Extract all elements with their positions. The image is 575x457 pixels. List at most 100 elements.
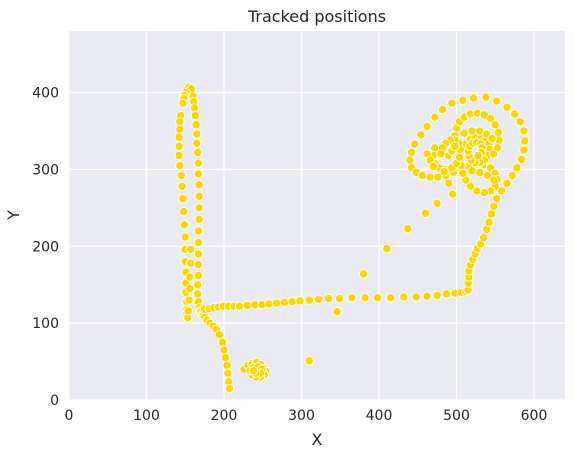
data-point xyxy=(193,270,204,281)
data-point xyxy=(509,109,520,119)
data-point xyxy=(489,201,499,211)
data-point xyxy=(174,132,184,142)
data-point xyxy=(358,269,369,279)
data-point xyxy=(185,272,195,282)
data-point xyxy=(175,117,185,127)
data-point xyxy=(490,120,500,130)
data-point xyxy=(175,160,185,171)
data-point xyxy=(487,133,497,144)
data-point xyxy=(454,152,465,162)
data-point xyxy=(492,193,502,204)
y-tick-label: 200 xyxy=(32,239,59,255)
data-point xyxy=(496,186,507,196)
data-point xyxy=(332,306,342,317)
data-point xyxy=(214,330,225,340)
x-tick-label: 100 xyxy=(133,408,160,424)
data-point xyxy=(192,138,202,148)
data-point xyxy=(220,353,231,363)
data-point xyxy=(192,289,203,299)
x-tick-label: 300 xyxy=(288,408,315,424)
data-point xyxy=(450,141,460,151)
data-point xyxy=(304,356,314,366)
data-point xyxy=(287,296,297,307)
data-point xyxy=(411,292,421,302)
data-point xyxy=(441,289,452,299)
data-point xyxy=(217,337,228,347)
x-tick-label: 500 xyxy=(443,408,470,424)
data-point xyxy=(403,223,413,234)
data-point xyxy=(184,295,194,305)
data-points xyxy=(174,82,530,394)
y-tick-labels: 0 100 200 300 400 xyxy=(32,86,59,410)
data-point xyxy=(502,102,512,112)
data-point xyxy=(478,233,489,243)
data-point xyxy=(193,237,204,248)
data-point xyxy=(428,161,438,171)
data-point xyxy=(180,232,190,242)
data-point xyxy=(475,167,485,178)
x-tick-label: 600 xyxy=(521,408,548,424)
data-point xyxy=(192,129,202,139)
data-point xyxy=(194,214,204,224)
data-point xyxy=(519,126,529,136)
data-point xyxy=(222,360,232,371)
data-point xyxy=(439,167,449,177)
data-point xyxy=(512,163,522,173)
data-point xyxy=(481,92,491,102)
data-point xyxy=(224,383,235,394)
data-point xyxy=(485,113,496,124)
data-point xyxy=(458,168,468,178)
data-point xyxy=(382,243,392,254)
data-point xyxy=(360,293,370,303)
data-point xyxy=(295,296,305,306)
data-point xyxy=(189,103,200,113)
data-point xyxy=(372,293,383,303)
data-point xyxy=(194,191,204,201)
data-point xyxy=(467,166,477,176)
data-point xyxy=(193,158,204,168)
data-point xyxy=(468,93,479,103)
data-point xyxy=(279,297,290,308)
data-point xyxy=(422,121,432,131)
data-point xyxy=(422,291,432,301)
data-point xyxy=(471,186,482,196)
data-point xyxy=(194,180,204,190)
data-point xyxy=(223,368,233,378)
data-point xyxy=(465,181,476,191)
data-point xyxy=(192,147,203,158)
data-point xyxy=(436,149,446,159)
data-point xyxy=(406,147,417,158)
data-point xyxy=(175,124,185,135)
data-point xyxy=(405,155,415,165)
data-point xyxy=(174,150,184,161)
data-point xyxy=(242,300,252,311)
data-point xyxy=(425,172,435,182)
data-point xyxy=(479,187,490,198)
data-point xyxy=(185,283,195,294)
data-point xyxy=(467,126,477,136)
data-point xyxy=(193,260,204,270)
data-point xyxy=(484,217,494,228)
data-point xyxy=(194,203,204,213)
data-point xyxy=(385,293,396,303)
data-point xyxy=(192,280,203,290)
data-point xyxy=(416,130,426,140)
data-point xyxy=(191,120,201,130)
data-point xyxy=(234,301,245,311)
data-point xyxy=(399,292,409,302)
data-point xyxy=(447,98,457,108)
y-tick-label: 400 xyxy=(32,86,59,102)
data-point xyxy=(334,293,345,304)
x-tick-label: 0 xyxy=(65,408,74,424)
data-point xyxy=(473,150,483,161)
data-point xyxy=(516,154,527,165)
data-point xyxy=(437,104,448,115)
chart-title: Tracked positions xyxy=(247,7,386,26)
data-point xyxy=(347,293,357,303)
data-point xyxy=(186,258,196,268)
data-point xyxy=(178,98,188,108)
y-axis-label: Y xyxy=(4,210,23,221)
x-axis-label: X xyxy=(312,430,323,449)
data-point xyxy=(193,226,204,236)
